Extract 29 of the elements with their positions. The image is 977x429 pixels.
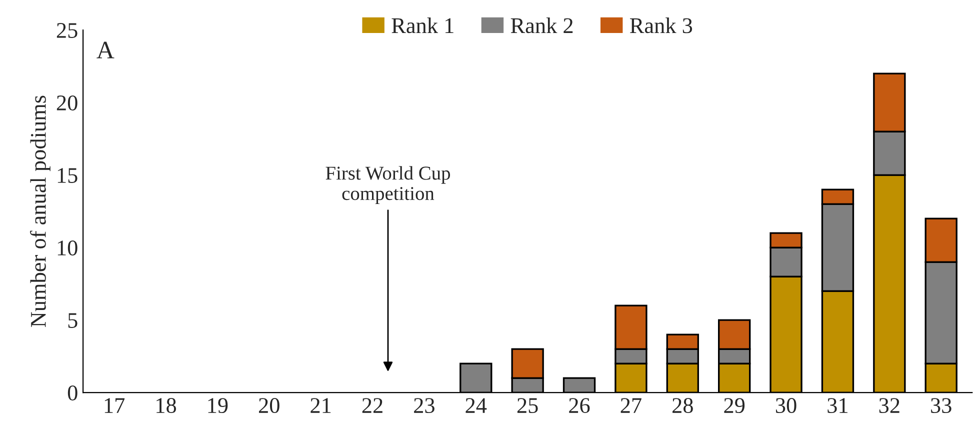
- y-tick-label: 5: [68, 313, 78, 328]
- x-tick-label: 28: [672, 398, 693, 414]
- x-tick-label: 25: [517, 398, 538, 414]
- x-tick-label: 26: [569, 398, 590, 414]
- x-tick-label: 22: [362, 398, 382, 413]
- x-tick-label: 31: [828, 398, 848, 414]
- y-tick-label: 15: [58, 168, 78, 183]
- y-axis-title: Number of anual podiums: [30, 96, 50, 327]
- x-tick-label: 18: [156, 398, 176, 414]
- legend-label: Rank 1: [392, 18, 454, 34]
- y-tick-label: 25: [56, 23, 78, 38]
- x-tick-label: 32: [879, 398, 900, 414]
- annotation: First World Cup competition: [326, 166, 450, 204]
- x-tick-label: 23: [414, 398, 434, 414]
- x-tick-label: 27: [620, 398, 642, 413]
- x-tick-label: 30: [776, 398, 796, 414]
- x-tick-label: 33: [931, 398, 952, 414]
- legend-label: Rank 3: [630, 18, 692, 34]
- x-tick-label: 20: [258, 398, 280, 414]
- x-tick-label: 17: [104, 398, 125, 413]
- x-tick-label: 21: [310, 398, 331, 413]
- x-tick-label: 29: [724, 398, 745, 414]
- annotation: A: [96, 42, 114, 58]
- x-tick-label: 19: [208, 398, 228, 414]
- y-tick-label: 0: [68, 385, 78, 400]
- legend-label: Rank 2: [510, 18, 573, 34]
- y-tick-label: 10: [58, 240, 78, 256]
- x-tick-label: 24: [466, 398, 487, 413]
- y-tick-label: 20: [56, 95, 78, 110]
